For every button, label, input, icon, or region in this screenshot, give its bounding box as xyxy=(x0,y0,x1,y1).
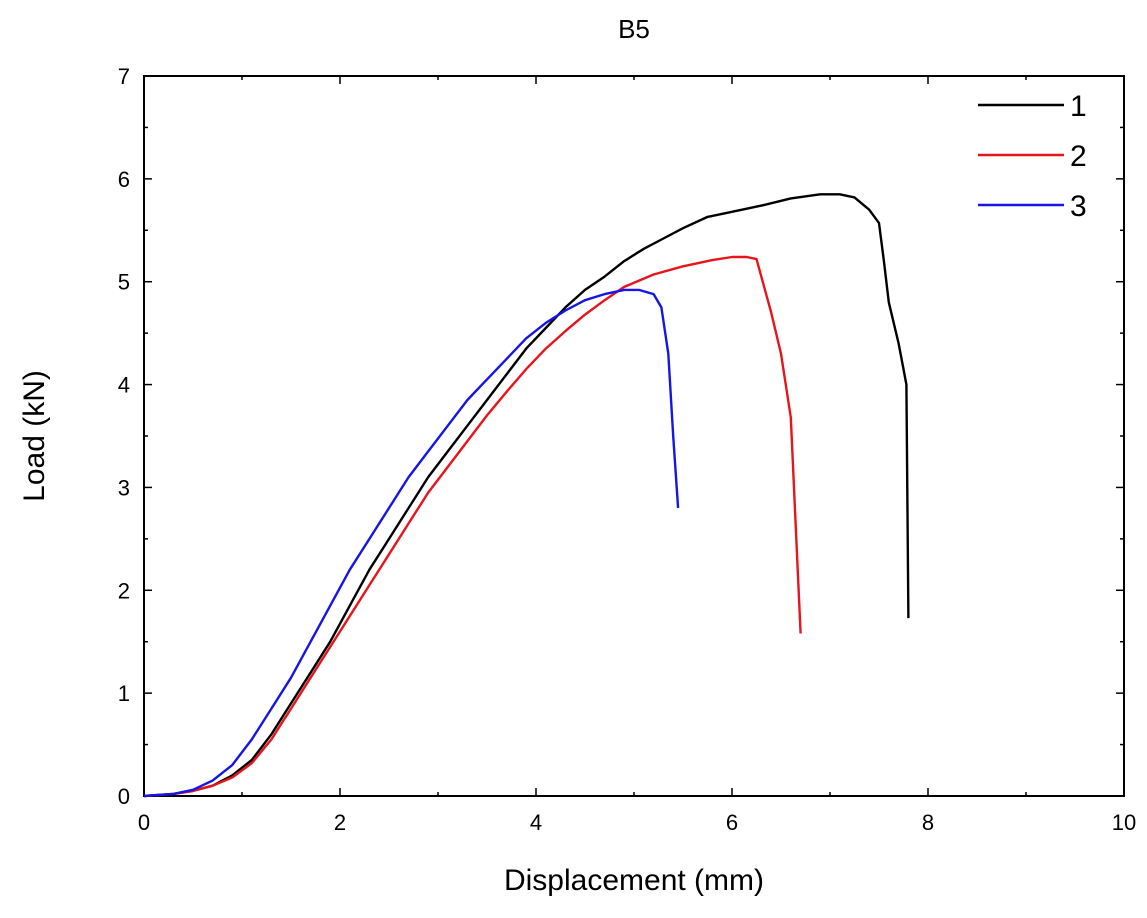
axis-ticks: 0 2 4 6 8 10 0 1 2 3 4 5 6 7 xyxy=(118,64,1136,835)
legend-label-1: 1 xyxy=(1070,90,1087,123)
legend: 1 2 3 xyxy=(978,90,1087,223)
x-tick-label: 8 xyxy=(922,810,934,835)
x-tick-label: 2 xyxy=(334,810,346,835)
y-tick-label: 3 xyxy=(118,475,130,500)
y-tick-label: 7 xyxy=(118,64,130,89)
y-tick-label: 6 xyxy=(118,167,130,192)
series-lines xyxy=(143,193,910,798)
legend-label-3: 3 xyxy=(1070,190,1087,223)
series-line-1 xyxy=(143,193,910,798)
series-line-2 xyxy=(143,255,802,798)
series-line-3 xyxy=(143,288,680,798)
x-axis-label: Displacement (mm) xyxy=(504,864,764,897)
legend-label-2: 2 xyxy=(1070,140,1087,173)
y-tick-label: 2 xyxy=(118,578,130,603)
x-tick-label: 6 xyxy=(726,810,738,835)
plot-frame xyxy=(143,75,1125,797)
y-tick-label: 0 xyxy=(118,784,130,809)
plot-border xyxy=(143,75,1125,797)
y-tick-label: 1 xyxy=(118,681,130,706)
x-tick-label: 10 xyxy=(1112,810,1136,835)
x-tick-label: 0 xyxy=(138,810,150,835)
y-tick-label: 5 xyxy=(118,270,130,295)
x-tick-label: 4 xyxy=(530,810,542,835)
y-tick-label: 4 xyxy=(118,373,130,398)
y-axis-label: Load (kN) xyxy=(18,370,51,502)
chart-title: B5 xyxy=(618,14,650,44)
